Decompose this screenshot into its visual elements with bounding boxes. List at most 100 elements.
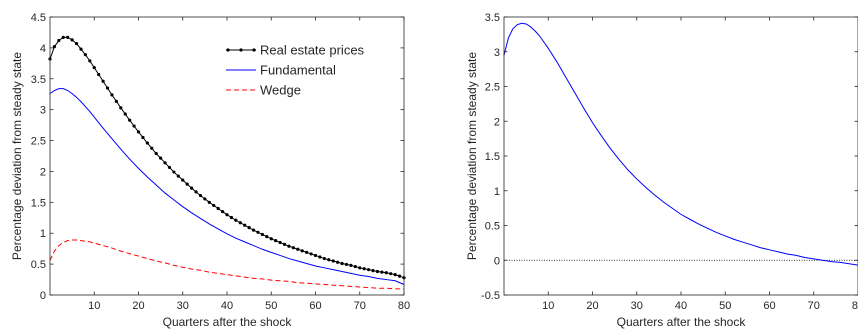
right-chart: 10 20 30 40 50 60 70 80 -0.5 0 0.5 1 1.5 2 2.5 3 3.5 Qua…	[465, 12, 858, 329]
left-data-point	[344, 262, 349, 267]
left-data-point	[336, 260, 340, 264]
left-series-line-3	[49, 239, 404, 290]
left-data-point	[322, 256, 326, 261]
right-series-line-1	[503, 22, 858, 266]
left-data-point	[198, 193, 203, 198]
right-x-tick-label: 30	[631, 300, 643, 312]
left-data-point	[163, 161, 167, 165]
right-y-tick-label: 2.5	[485, 82, 500, 94]
left-data-point	[167, 165, 172, 170]
left-data-point	[380, 270, 384, 274]
left-y-tick-label: 3.5	[31, 74, 46, 86]
right-plot-area	[504, 17, 858, 295]
left-data-point	[274, 239, 278, 243]
left-y-tick-label: 0.5	[31, 259, 46, 271]
right-x-tick-label: 80	[852, 300, 858, 312]
left-data-point	[247, 226, 251, 230]
right-x-tick-label: 10	[542, 300, 554, 312]
left-chart: 10 20 30 40 50 60 70 80 0 0.5 1 1.5 2 2.5 3 3.5 4 4.5 Qua…	[10, 12, 410, 329]
left-data-point	[375, 269, 380, 274]
left-y-tick-label: 0	[40, 290, 46, 302]
right-y-tick-label: 1.5	[485, 151, 500, 163]
legend-marker	[226, 48, 230, 52]
left-series-layer	[48, 35, 406, 290]
left-data-point	[88, 59, 92, 63]
left-data-point	[70, 38, 74, 42]
left-data-point	[110, 93, 114, 97]
left-y-tick-label: 1.5	[31, 197, 46, 209]
left-data-point	[282, 242, 287, 246]
left-data-point	[265, 235, 269, 239]
left-data-point	[251, 228, 256, 232]
left-data-point	[128, 118, 132, 122]
left-ticks: 10 20 30 40 50 60 70 80 0 0.5 1 1.5 2 2.5 3 3.5 4 4.5	[31, 12, 410, 312]
left-x-tick-label: 30	[177, 300, 189, 312]
left-data-point	[203, 197, 207, 201]
left-y-tick-label: 4.5	[31, 12, 46, 24]
left-x-tick-label: 20	[132, 300, 144, 312]
left-data-point	[97, 72, 101, 77]
left-data-point	[331, 259, 335, 263]
left-legend: Real estate prices Fundamental Wedge	[226, 43, 365, 98]
right-x-tick-label: 20	[586, 300, 598, 312]
left-plot-area	[50, 17, 404, 295]
left-data-point	[216, 206, 220, 211]
right-x-tick-label: 70	[808, 300, 820, 312]
left-data-point	[300, 249, 304, 253]
left-x-axis-label: Quarters after the shock	[163, 315, 293, 329]
left-data-point	[278, 240, 282, 245]
left-data-point	[362, 267, 366, 271]
left-data-point	[296, 247, 300, 251]
left-data-point	[190, 186, 194, 190]
left-data-point	[61, 35, 65, 39]
left-data-point	[181, 178, 185, 182]
left-x-tick-label: 40	[221, 300, 233, 312]
left-data-point	[291, 246, 295, 250]
right-y-tick-label: 0	[494, 255, 500, 267]
left-data-point	[132, 124, 136, 128]
left-data-point	[318, 255, 322, 259]
right-ticks: 10 20 30 40 50 60 70 80 -0.5 0 0.5 1 1.5 2 2.5 3 3.5	[481, 12, 858, 312]
left-y-tick-label: 2	[40, 166, 46, 178]
left-data-point	[309, 252, 313, 256]
right-y-tick-label: 3.5	[485, 12, 500, 24]
left-x-tick-label: 70	[354, 300, 366, 312]
left-data-point	[83, 53, 87, 57]
left-data-point	[256, 230, 260, 234]
left-y-tick-label: 3	[40, 105, 46, 117]
left-y-axis-label: Percentage deviation from steady state	[10, 52, 24, 260]
left-data-point	[79, 47, 83, 51]
right-y-tick-label: -0.5	[481, 290, 500, 302]
left-data-point	[327, 258, 331, 262]
left-data-point	[340, 261, 344, 266]
left-data-point	[92, 66, 96, 70]
left-series-line-2	[49, 88, 405, 285]
left-data-point	[172, 170, 176, 174]
left-data-point	[159, 156, 163, 160]
right-y-tick-label: 1	[494, 186, 500, 198]
left-data-point	[154, 151, 158, 156]
left-data-point	[52, 45, 57, 49]
left-data-point	[397, 274, 402, 278]
right-x-tick-label: 60	[763, 300, 775, 312]
right-y-tick-label: 3	[494, 47, 500, 59]
left-data-point	[207, 200, 211, 204]
left-data-point	[194, 190, 198, 194]
right-plot-background	[504, 17, 858, 295]
left-data-point	[384, 271, 388, 275]
legend-label-2: Fundamental	[260, 63, 336, 78]
left-data-point	[260, 232, 264, 237]
left-x-tick-label: 60	[309, 300, 321, 312]
left-data-point	[243, 223, 247, 227]
legend-label-3: Wedge	[260, 83, 301, 98]
left-data-point	[185, 182, 189, 186]
left-x-tick-label: 10	[88, 300, 100, 312]
left-data-point	[212, 203, 216, 208]
legend-marker	[239, 48, 243, 52]
left-data-point	[114, 99, 118, 103]
left-data-point	[313, 253, 318, 258]
left-data-point	[66, 35, 70, 39]
left-data-point	[305, 250, 309, 254]
left-data-point	[269, 237, 273, 241]
